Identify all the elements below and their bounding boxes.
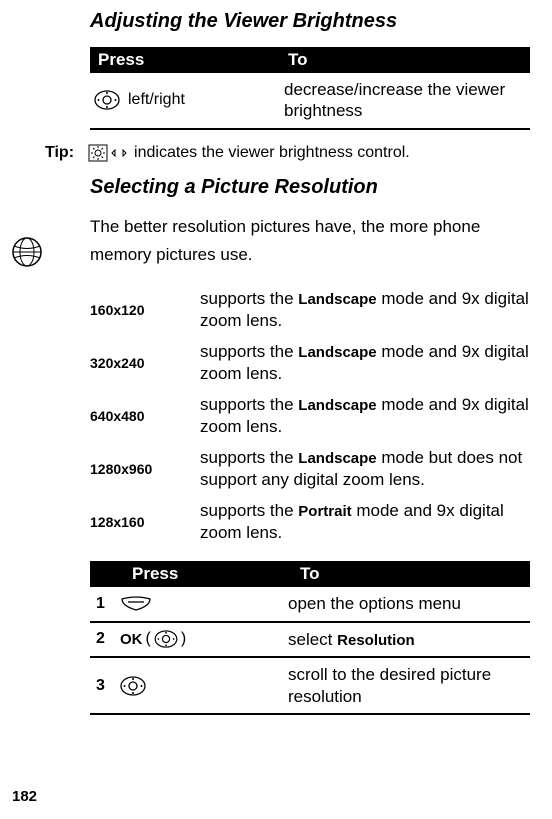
paren: (	[146, 630, 151, 648]
col-press: Press	[124, 561, 292, 587]
table-row: left/right decrease/increase the viewer …	[90, 73, 530, 130]
list-item: 1280x960 supports the Landscape mode but…	[90, 443, 530, 494]
table-row: 1 open the options menu	[90, 587, 530, 622]
ok-label: OK	[120, 631, 143, 648]
resolution-desc: supports the Landscape mode but does not…	[200, 443, 530, 494]
page-number: 182	[12, 788, 37, 805]
globe-icon	[12, 237, 42, 267]
col-to: To	[280, 47, 530, 73]
resolution-desc: supports the Landscape mode and 9x digit…	[200, 337, 530, 388]
step-number: 3	[90, 671, 116, 701]
resolution-list: 160x120 supports the Landscape mode and …	[90, 284, 530, 547]
tip-text: indicates the viewer brightness control.	[134, 144, 410, 162]
key-cell	[116, 670, 284, 702]
key-cell: OK ( )	[116, 624, 284, 654]
tip-line: Tip: indicates the viewer brightness con…	[45, 144, 527, 162]
step-number: 1	[90, 589, 116, 619]
list-item: 128x160 supports the Portrait mode and 9…	[90, 496, 530, 547]
step-number: 2	[90, 624, 116, 654]
table-row: 3 scroll to the desired picture resoluti…	[90, 658, 530, 715]
col-blank	[90, 561, 124, 587]
table-row: 2 OK ( ) select Resolution	[90, 623, 530, 659]
list-item: 640x480 supports the Landscape mode and …	[90, 390, 530, 441]
brightness-table: Press To left/right decrease/increase th…	[90, 47, 530, 130]
table-header: Press To	[90, 47, 530, 73]
steps-table: Press To 1 open the options menu 2 OK (	[90, 561, 530, 715]
sidebar-label: News and Entertainment	[0, 340, 35, 570]
col-to: To	[292, 561, 530, 587]
dpad-icon	[120, 676, 146, 696]
resolution-label: 1280x960	[90, 455, 200, 483]
key-cell: left/right	[90, 84, 280, 116]
resolution-label: 640x480	[90, 402, 200, 430]
action-cell: select Resolution	[284, 623, 530, 657]
menu-key-icon	[120, 596, 152, 612]
heading-brightness: Adjusting the Viewer Brightness	[90, 10, 527, 33]
resolution-intro: The better resolution pictures have, the…	[90, 213, 527, 271]
action-cell: decrease/increase the viewer brightness	[280, 73, 530, 128]
resolution-desc: supports the Portrait mode and 9x digita…	[200, 496, 530, 547]
key-cell	[116, 590, 284, 618]
action-cell: open the options menu	[284, 587, 530, 620]
list-item: 160x120 supports the Landscape mode and …	[90, 284, 530, 335]
paren: )	[181, 630, 186, 648]
heading-resolution: Selecting a Picture Resolution	[90, 176, 527, 199]
resolution-desc: supports the Landscape mode and 9x digit…	[200, 284, 530, 335]
resolution-label: 128x160	[90, 508, 200, 536]
brightness-indicator-icon	[88, 144, 128, 162]
resolution-desc: supports the Landscape mode and 9x digit…	[200, 390, 530, 441]
dpad-icon	[154, 630, 178, 648]
tip-label: Tip:	[45, 144, 74, 162]
col-press: Press	[90, 47, 280, 73]
resolution-label: 160x120	[90, 296, 200, 324]
table-header: Press To	[90, 561, 530, 587]
list-item: 320x240 supports the Landscape mode and …	[90, 337, 530, 388]
resolution-label: 320x240	[90, 349, 200, 377]
action-cell: scroll to the desired picture resolution	[284, 658, 530, 713]
key-label: left/right	[128, 91, 185, 109]
dpad-icon	[94, 90, 120, 110]
